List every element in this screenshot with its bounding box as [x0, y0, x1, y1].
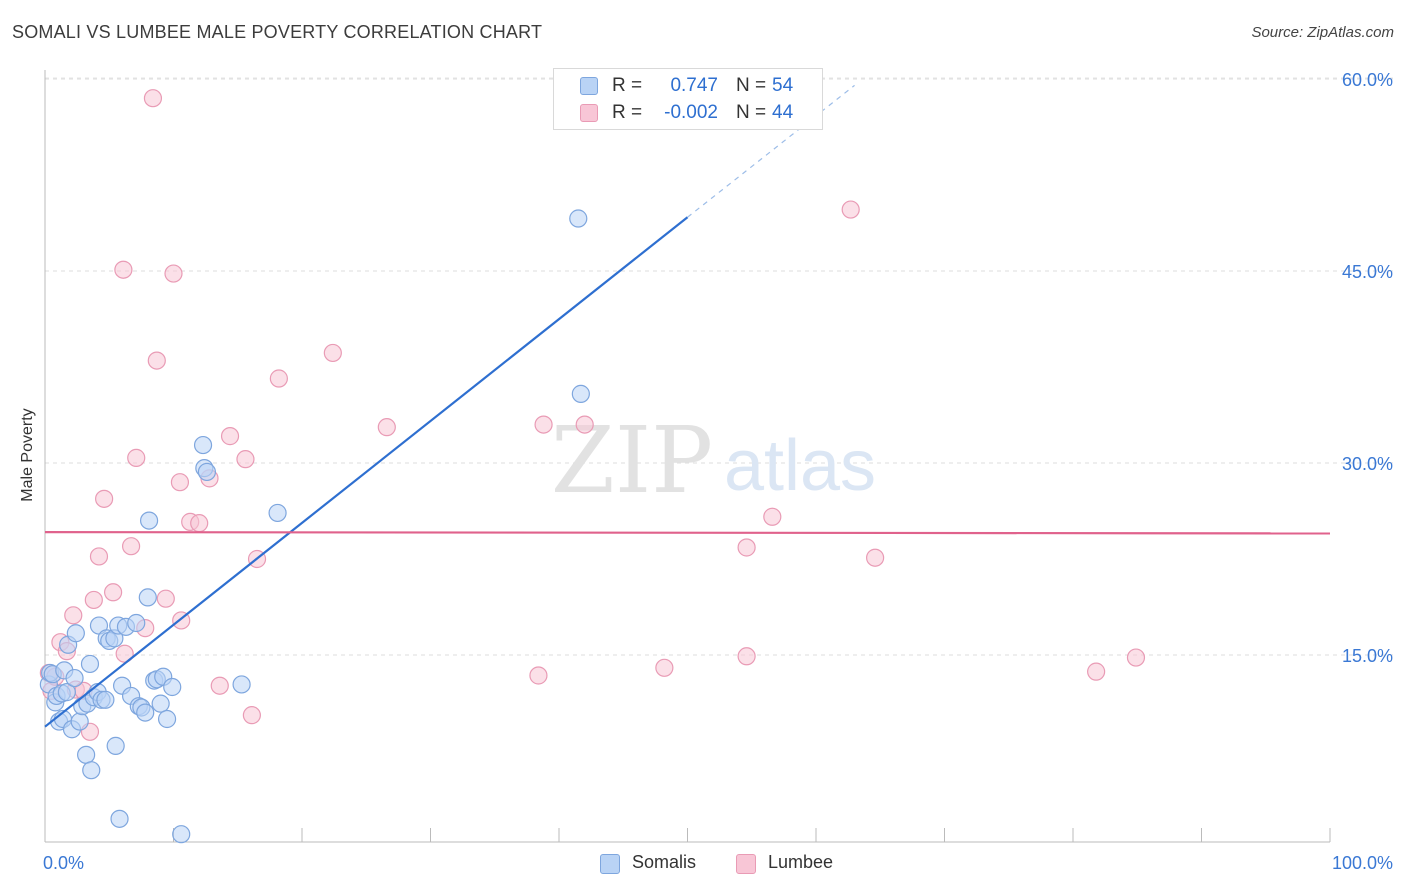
lumbee-point	[841, 200, 860, 219]
lumbee-point	[655, 658, 674, 677]
somali-trend-line	[44, 216, 689, 728]
lumbee-point	[89, 547, 109, 566]
lumbee-point	[269, 369, 288, 388]
legend-row-lumbee: R = -0.002 N = 44	[554, 101, 822, 127]
r-label: R =	[612, 75, 643, 96]
lumbee-point	[763, 507, 782, 526]
tick-labels: 15.0% 30.0% 45.0% 60.0% 0.0% 100.0%	[43, 70, 1393, 873]
somali-point	[65, 668, 84, 688]
somali-point	[136, 703, 155, 722]
lumbee-point	[1126, 648, 1146, 667]
somali-point	[139, 511, 159, 530]
somali-point	[138, 588, 157, 607]
y-tick-label: 15.0%	[1342, 646, 1393, 666]
axes	[44, 70, 1331, 843]
lumbee-point	[220, 427, 240, 446]
somali-point	[110, 809, 129, 828]
chart-title: SOMALI VS LUMBEE MALE POVERTY CORRELATIO…	[12, 22, 543, 42]
r-label: R =	[612, 102, 643, 123]
somali-point	[82, 761, 101, 780]
r-value: -0.002	[664, 102, 718, 123]
somali-point	[197, 462, 217, 482]
somalis-swatch	[580, 77, 598, 95]
lumbee-point	[1087, 662, 1106, 681]
somali-point	[127, 613, 146, 633]
somali-points	[39, 209, 590, 844]
lumbee-point	[737, 538, 756, 557]
lumbee-point	[242, 706, 261, 725]
somali-point	[96, 690, 115, 709]
lumbee-point	[121, 537, 141, 556]
somali-point	[77, 745, 96, 764]
lumbee-point	[866, 548, 885, 567]
legend-row-somalis: R = 0.747 N = 54	[554, 74, 822, 100]
lumbee-legend-swatch	[736, 854, 756, 874]
trend-lines	[44, 84, 1331, 728]
lumbee-point	[147, 351, 166, 370]
somali-point	[268, 503, 287, 523]
somali-point	[80, 654, 100, 674]
correlation-legend: R = 0.747 N = 54 R = -0.002 N = 44	[553, 68, 823, 130]
lumbee-trend-line	[44, 531, 1331, 535]
somali-point	[571, 384, 590, 403]
lumbee-point	[64, 606, 83, 625]
n-value: 54	[772, 75, 794, 96]
lumbee-point	[737, 647, 756, 666]
somali-point	[163, 677, 182, 697]
y-tick-label: 60.0%	[1342, 70, 1393, 90]
lumbee-point	[210, 676, 229, 695]
lumbee-point	[84, 590, 103, 610]
lumbee-point	[114, 260, 133, 279]
watermark-zip: ZIP	[551, 407, 713, 514]
r-value: 0.747	[670, 75, 718, 96]
somali-point	[569, 209, 588, 228]
lumbee-point	[127, 448, 146, 467]
lumbee-point	[143, 89, 163, 108]
lumbee-point	[164, 264, 183, 283]
lumbee-point	[156, 589, 175, 608]
watermark: ZIP atlas	[551, 407, 876, 514]
lumbee-point	[534, 415, 553, 434]
lumbee-swatch	[580, 104, 598, 122]
x-tick-label: 100.0%	[1332, 853, 1393, 873]
source-credit: Source: ZipAtlas.com	[1251, 24, 1394, 41]
somali-point	[66, 624, 85, 643]
lumbee-point	[190, 514, 209, 533]
lumbee-point	[575, 415, 594, 434]
lumbee-point	[377, 418, 396, 437]
lumbee-point	[236, 450, 255, 469]
watermark-atlas: atlas	[724, 426, 876, 506]
somali-point	[157, 709, 177, 729]
y-tick-label: 45.0%	[1342, 262, 1393, 282]
x-tick-label: 0.0%	[43, 853, 84, 873]
lumbee-point	[170, 473, 190, 492]
n-value: 44	[772, 102, 794, 123]
lumbee-point	[104, 583, 123, 602]
somali-point	[70, 712, 89, 731]
grid-lines	[45, 77, 1395, 656]
lumbee-legend-label: Lumbee	[768, 852, 834, 872]
lumbee-point	[323, 343, 342, 363]
lumbee-point	[529, 666, 548, 685]
somali-point	[106, 736, 125, 755]
y-tick-label: 30.0%	[1342, 454, 1393, 474]
somali-point	[193, 435, 213, 455]
n-label: N =	[736, 75, 767, 96]
somalis-legend-swatch	[600, 854, 620, 874]
series-legend: Somalis Lumbee	[0, 852, 1406, 876]
lumbee-point	[95, 489, 114, 508]
somali-point	[151, 694, 170, 713]
somali-point	[232, 675, 251, 694]
somalis-legend-label: Somalis	[632, 852, 697, 872]
somali-point	[57, 683, 76, 702]
somali-point	[172, 825, 191, 844]
n-label: N =	[736, 102, 767, 123]
